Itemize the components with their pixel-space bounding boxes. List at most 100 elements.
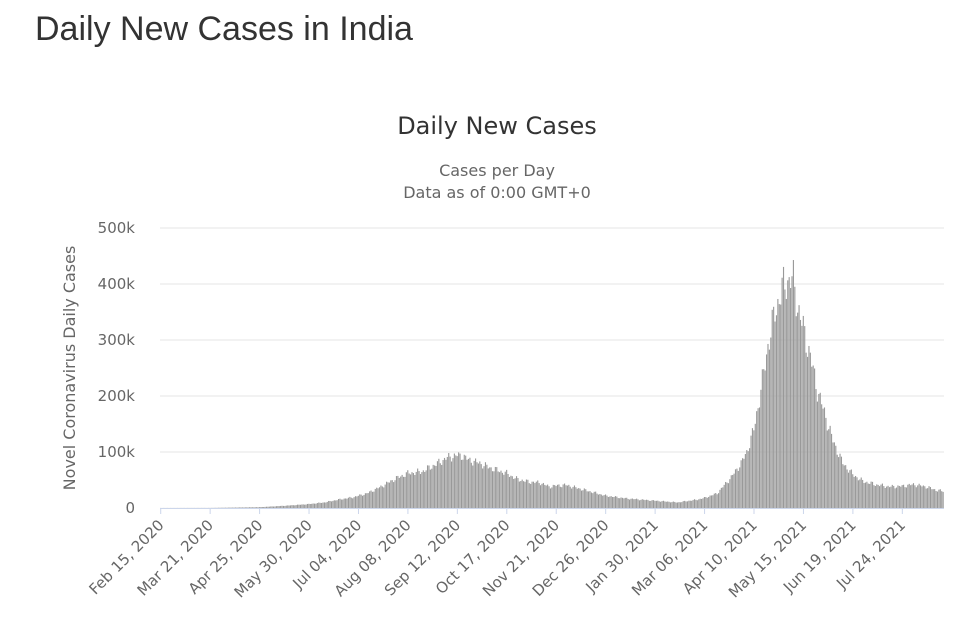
bar <box>555 486 557 508</box>
bar <box>273 506 275 508</box>
bar <box>918 483 920 508</box>
bar <box>599 494 601 508</box>
bar <box>630 498 632 508</box>
bar <box>342 499 344 508</box>
bar <box>449 456 451 508</box>
bar <box>904 487 906 508</box>
bar <box>719 489 721 508</box>
bar <box>879 486 881 508</box>
bar <box>616 496 618 508</box>
bar <box>637 499 639 508</box>
bar <box>405 472 407 508</box>
bar <box>586 491 588 508</box>
bar <box>677 502 679 508</box>
bar <box>593 491 595 508</box>
bar <box>374 488 376 508</box>
bar <box>771 309 773 508</box>
bar <box>359 494 361 508</box>
bar <box>312 503 314 508</box>
bar <box>532 481 535 508</box>
bar <box>541 483 543 508</box>
bar <box>364 493 366 508</box>
bar <box>939 489 941 508</box>
bar <box>863 483 865 508</box>
bar <box>925 488 927 508</box>
bar <box>480 464 482 508</box>
bar <box>669 502 672 508</box>
bar <box>476 462 478 508</box>
bar <box>328 500 330 508</box>
bar <box>799 319 802 508</box>
bar <box>394 480 396 508</box>
bar <box>692 499 694 508</box>
bar <box>408 473 410 508</box>
bar <box>881 483 883 508</box>
bar <box>612 496 614 508</box>
bar <box>912 483 915 508</box>
bar <box>749 448 751 508</box>
bar <box>250 507 252 508</box>
bar <box>470 462 472 508</box>
bar <box>318 502 320 508</box>
bar <box>934 489 936 508</box>
bar <box>709 495 711 508</box>
bar <box>524 481 526 508</box>
bar <box>309 504 311 508</box>
bar <box>528 483 530 508</box>
bar <box>664 501 666 508</box>
bar <box>795 316 797 508</box>
bar <box>815 389 817 508</box>
bar <box>534 483 536 508</box>
bar <box>821 404 823 508</box>
bar <box>547 484 549 508</box>
bar <box>686 501 689 508</box>
bar <box>852 474 854 508</box>
bar <box>681 502 683 508</box>
bar <box>451 461 453 508</box>
bar <box>812 365 814 508</box>
bar <box>801 325 803 508</box>
bar <box>706 497 708 508</box>
bar <box>455 455 457 508</box>
bar <box>251 507 253 508</box>
bar <box>445 459 447 508</box>
bar <box>730 475 732 508</box>
bar <box>549 488 552 508</box>
bar <box>703 497 705 508</box>
bar <box>503 474 505 508</box>
bar <box>804 326 806 508</box>
bar <box>691 500 693 508</box>
bar <box>597 494 600 508</box>
bar <box>756 411 758 508</box>
bar <box>636 498 638 508</box>
bar <box>653 500 655 508</box>
bar <box>239 507 241 508</box>
bar <box>602 495 604 508</box>
bar <box>542 482 544 508</box>
bar <box>253 507 255 508</box>
bar <box>381 486 383 508</box>
bar <box>479 461 481 508</box>
bar <box>907 484 909 508</box>
bar <box>243 507 245 508</box>
bar <box>496 467 498 508</box>
bar <box>319 502 321 508</box>
bar <box>535 481 537 508</box>
bar <box>849 470 851 508</box>
bar <box>411 472 413 508</box>
bar <box>809 352 811 508</box>
bar <box>264 506 266 508</box>
bar <box>419 474 422 508</box>
bar <box>727 483 729 508</box>
bar <box>491 471 494 508</box>
bar <box>354 496 357 508</box>
bar <box>836 454 838 508</box>
bar <box>422 470 424 508</box>
bar <box>452 458 454 508</box>
bar <box>806 356 809 508</box>
bar <box>571 488 573 508</box>
bar <box>698 499 700 508</box>
bar <box>477 463 479 508</box>
bar <box>732 474 734 508</box>
bar <box>657 500 659 508</box>
